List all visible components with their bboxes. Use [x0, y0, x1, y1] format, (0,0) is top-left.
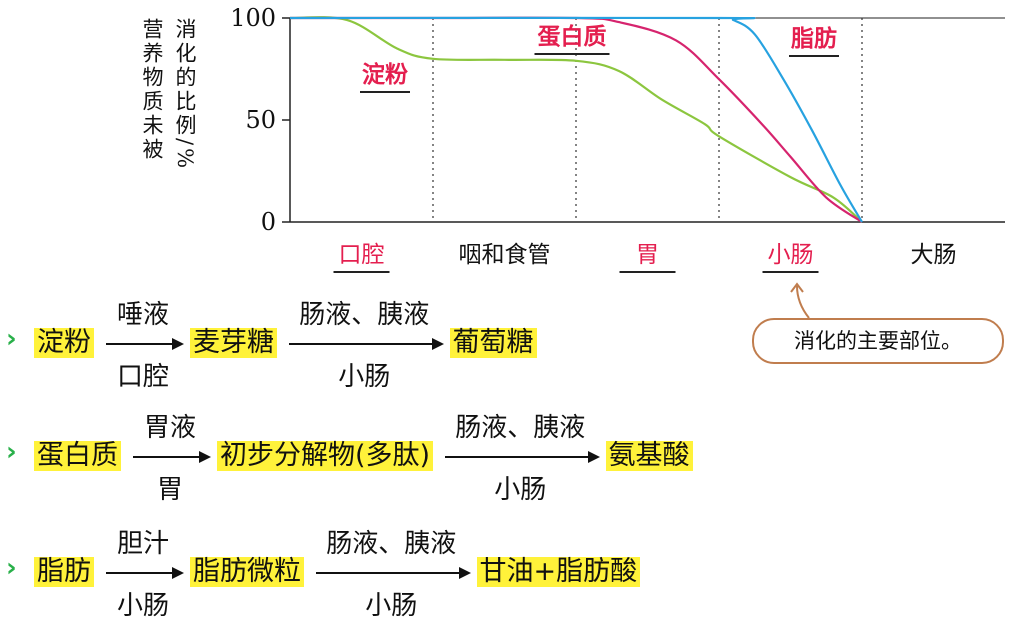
substance-label: 脂肪 [34, 557, 94, 587]
y-axis-label-line1: 营养物质未被 [140, 18, 164, 162]
bullet-chevron-icon: › [6, 324, 17, 354]
y-tick-label: 0 [261, 208, 276, 236]
enzyme-label: 胃液 [143, 413, 196, 443]
reaction-arrow [289, 338, 443, 350]
organ-label: 小肠 [365, 591, 418, 621]
substance-label: 脂肪微粒 [190, 557, 304, 587]
substance-label: 初步分解物(多肽) [217, 441, 434, 471]
substance-label: 麦芽糖 [190, 328, 277, 358]
region-label: 小肠 [768, 242, 814, 268]
substance-label: 淀粉 [34, 328, 94, 358]
reaction-arrow [445, 451, 599, 463]
callout-pointer [790, 282, 810, 319]
organ-label: 小肠 [338, 362, 391, 392]
sequence-row: › 淀粉 唾液口腔 麦芽糖 肠液、胰液小肠 葡萄糖 [0, 300, 1000, 400]
series-label: 蛋白质 [538, 23, 607, 50]
enzyme-label: 肠液、胰液 [326, 529, 457, 559]
region-label: 大肠 [911, 242, 957, 268]
sequence-row: › 蛋白质 胃液胃 初步分解物(多肽) 肠液、胰液小肠 氨基酸 [0, 413, 1000, 513]
digestion-chart: 100 50 0 口腔 咽和食管 胃 小肠 大肠 淀粉 蛋白质 脂肪 [230, 4, 1005, 273]
series-line-淀粉 [289, 16, 863, 223]
reaction-arrow [106, 338, 184, 350]
region-label: 胃 [636, 242, 659, 268]
reaction-arrow [106, 567, 184, 579]
organ-label: 口腔 [116, 362, 169, 392]
substance-label: 氨基酸 [605, 441, 693, 471]
series-label: 脂肪 [791, 25, 837, 52]
region-label: 咽和食管 [459, 242, 551, 268]
substance-label: 葡萄糖 [449, 328, 537, 358]
y-axis-label-line2: 消化的比例/% [173, 18, 197, 172]
series-label: 淀粉 [362, 61, 408, 88]
substance-label: 蛋白质 [34, 441, 121, 471]
main-site-callout: 消化的主要部位。 [752, 318, 1004, 364]
bullet-chevron-icon: › [6, 437, 17, 467]
substance-label: 甘油+脂肪酸 [476, 557, 641, 587]
bullet-chevron-icon: › [6, 553, 17, 583]
y-tick-label: 100 [230, 4, 276, 32]
series-line-脂肪 [289, 16, 863, 223]
enzyme-label: 胆汁 [116, 529, 169, 559]
organ-label: 小肠 [494, 475, 547, 505]
reaction-arrow [133, 451, 211, 463]
organ-label: 胃 [156, 475, 183, 505]
enzyme-label: 肠液、胰液 [455, 413, 586, 443]
region-label: 口腔 [339, 242, 385, 268]
enzyme-label: 唾液 [116, 300, 169, 330]
enzyme-label: 肠液、胰液 [299, 300, 430, 330]
organ-label: 小肠 [116, 591, 169, 621]
sequence-row: › 脂肪 胆汁 小肠 脂肪微粒 肠液、胰液 小肠 甘油+脂肪酸 [0, 529, 1000, 629]
reaction-arrow [316, 567, 470, 579]
y-tick-label: 50 [245, 106, 276, 134]
